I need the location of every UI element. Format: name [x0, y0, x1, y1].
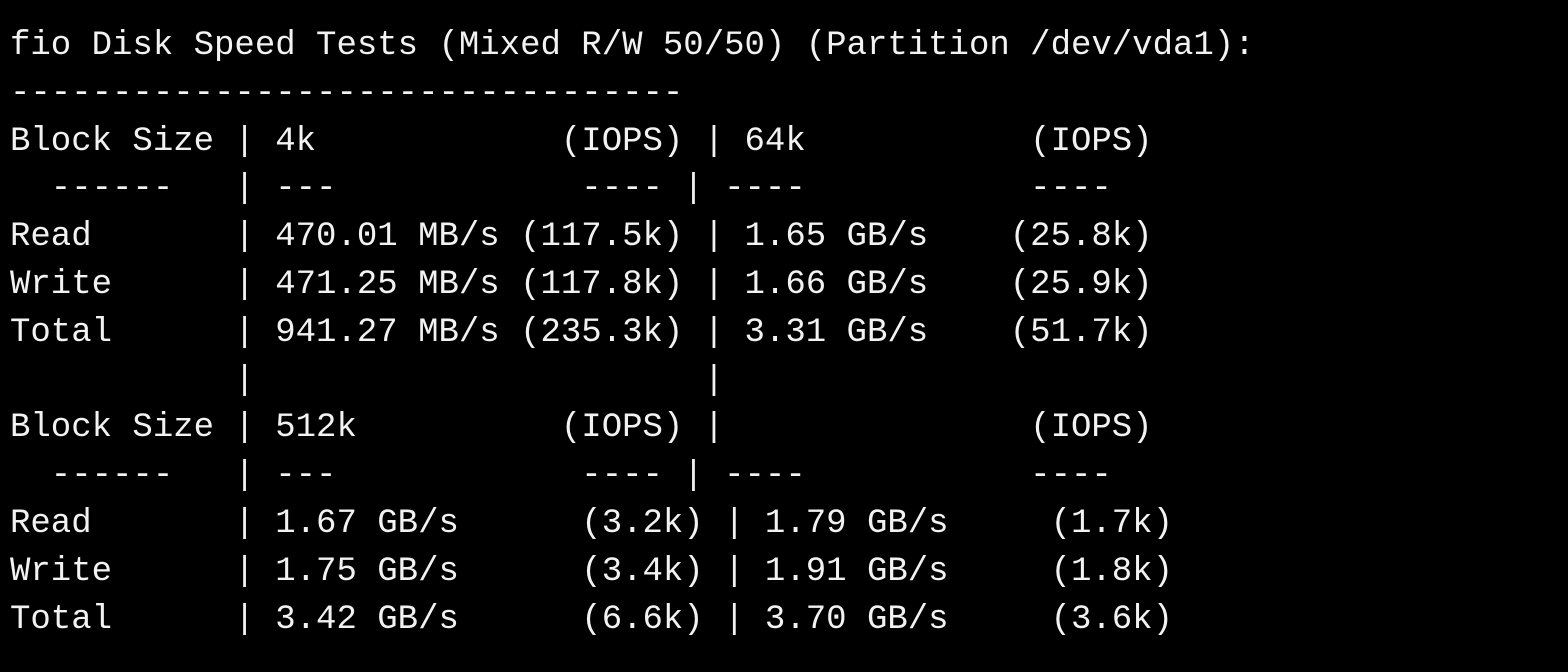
terminal-line: fio Disk Speed Tests (Mixed R/W 50/50) (…	[10, 27, 1255, 65]
terminal-line: Write | 471.25 MB/s (117.8k) | 1.66 GB/s…	[10, 265, 1153, 304]
terminal-line: Read | 470.01 MB/s (117.5k) | 1.65 GB/s …	[10, 218, 1153, 257]
terminal-line: Block Size | 512k (IOPS) | (IOPS)	[10, 409, 1153, 448]
terminal-line: ---------------------------------	[10, 74, 684, 113]
terminal-line: Total | 3.42 GB/s (6.6k) | 3.70 GB/s (3.…	[10, 600, 1173, 639]
terminal-line: Read | 1.67 GB/s (3.2k) | 1.79 GB/s (1.7…	[10, 504, 1173, 543]
terminal-line: Total | 941.27 MB/s (235.3k) | 3.31 GB/s…	[10, 313, 1153, 352]
terminal-line: | |	[10, 361, 725, 400]
terminal-line: ------ | --- ---- | ---- ----	[10, 170, 1112, 209]
terminal-line: ------ | --- ---- | ---- ----	[10, 457, 1112, 496]
terminal-line: Block Size | 4k (IOPS) | 64k (IOPS)	[10, 122, 1153, 161]
terminal-line: Write | 1.75 GB/s (3.4k) | 1.91 GB/s (1.…	[10, 552, 1173, 591]
